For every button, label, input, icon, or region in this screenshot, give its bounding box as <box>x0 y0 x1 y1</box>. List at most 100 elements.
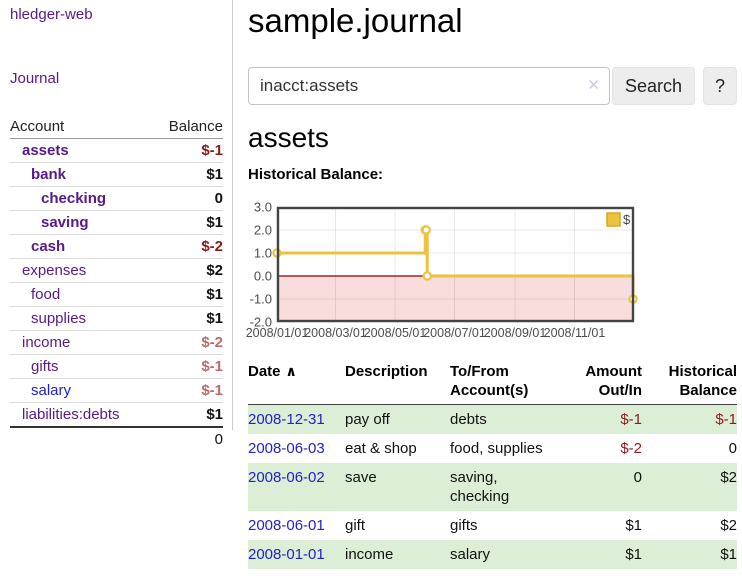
account-link[interactable]: assets <box>22 142 69 159</box>
sort-ascending-icon: ∧ <box>286 363 297 379</box>
account-row: gifts $-1 <box>10 355 223 379</box>
register-amount: $1 <box>575 511 642 540</box>
register-row: 2008-06-03eat & shopfood, supplies$-20 <box>248 434 737 463</box>
register-accounts: debts <box>450 405 575 435</box>
register-column-header: Description <box>345 356 450 405</box>
account-row: assets $-1 <box>10 139 223 163</box>
accounts-header-balance: Balance <box>152 115 223 139</box>
register-accounts: saving, checking <box>450 463 575 511</box>
account-heading: assets <box>248 122 329 154</box>
account-balance: $-1 <box>152 139 223 163</box>
main-content: sample.journal ✕ Search ? assets Histori… <box>248 0 742 582</box>
account-link[interactable]: bank <box>31 166 66 183</box>
register-balance: $1 <box>642 540 737 569</box>
svg-text:2008/07/01: 2008/07/01 <box>423 326 486 340</box>
account-link[interactable]: cash <box>31 238 65 255</box>
accounts-total-balance: 0 <box>152 427 223 451</box>
help-button[interactable]: ? <box>703 67 737 105</box>
account-row: expenses $2 <box>10 259 223 283</box>
svg-text:2008/09/01: 2008/09/01 <box>484 326 547 340</box>
register-date-link[interactable]: 2008-06-03 <box>248 440 325 457</box>
register-accounts: gifts <box>450 511 575 540</box>
svg-text:2008/01/01: 2008/01/01 <box>246 326 309 340</box>
register-column-header: Amount Out/In <box>575 356 642 405</box>
account-balance: $1 <box>152 163 223 187</box>
search-field-wrap: ✕ <box>248 67 610 105</box>
account-link[interactable]: liabilities:debts <box>22 406 120 423</box>
search-input[interactable] <box>248 67 610 105</box>
chart-title: Historical Balance: <box>248 166 383 183</box>
svg-text:1.0: 1.0 <box>254 246 272 261</box>
register-balance: $2 <box>642 511 737 540</box>
account-row: food $1 <box>10 283 223 307</box>
register-date-link[interactable]: 2008-06-01 <box>248 517 325 534</box>
account-balance: $-1 <box>152 379 223 403</box>
register-accounts: food, supplies <box>450 434 575 463</box>
register-description: pay off <box>345 405 450 435</box>
register-date-link[interactable]: 2008-01-01 <box>248 546 325 563</box>
account-link[interactable]: food <box>31 286 60 303</box>
register-row: 2008-06-02 savesaving, checking0$2 <box>248 463 737 511</box>
sidebar: hledger-web Journal Account Balance asse… <box>0 0 233 430</box>
account-row: bank $1 <box>10 163 223 187</box>
account-row: supplies $1 <box>10 307 223 331</box>
legend-swatch <box>607 213 620 226</box>
accounts-header-account: Account <box>10 115 152 139</box>
search-bar: ✕ Search ? <box>248 67 742 105</box>
svg-text:3.0: 3.0 <box>254 200 272 215</box>
account-balance: $-2 <box>152 331 223 355</box>
brand-link[interactable]: hledger-web <box>10 6 222 23</box>
register-amount: $-1 <box>575 405 642 435</box>
svg-text:0.0: 0.0 <box>254 269 272 284</box>
register-row: 2008-12-31pay offdebts$-1$-1 <box>248 405 737 435</box>
account-row: salary $-1 <box>10 379 223 403</box>
register-column-header: To/From Account(s) <box>450 356 575 405</box>
account-balance: $1 <box>152 307 223 331</box>
hledger-web-page: hledger-web Journal Account Balance asse… <box>0 0 742 582</box>
account-link[interactable]: income <box>22 334 70 351</box>
account-link[interactable]: checking <box>41 190 106 207</box>
account-link[interactable]: gifts <box>31 358 59 375</box>
account-link[interactable]: saving <box>41 214 89 231</box>
register-row: 2008-06-01 giftgifts$1$2 <box>248 511 737 540</box>
register-amount: 0 <box>575 463 642 511</box>
register-balance: 0 <box>642 434 737 463</box>
account-link[interactable]: expenses <box>22 262 86 279</box>
register-accounts: salary <box>450 540 575 569</box>
account-balance: 0 <box>152 187 223 211</box>
register-balance: $2 <box>642 463 737 511</box>
account-balance: $2 <box>152 259 223 283</box>
register-column-header[interactable]: Date∧ <box>248 356 345 405</box>
register-amount: $1 <box>575 540 642 569</box>
account-link[interactable]: supplies <box>31 310 86 327</box>
register-date-link[interactable]: 2008-12-31 <box>248 411 325 428</box>
register-description: income <box>345 540 450 569</box>
sidebar-item-journal[interactable]: Journal <box>10 70 222 87</box>
search-button[interactable]: Search <box>612 67 695 105</box>
clear-search-icon[interactable]: ✕ <box>587 77 600 94</box>
register-header-row: Date∧DescriptionTo/From Account(s)Amount… <box>248 356 737 405</box>
svg-text:2008/11/01: 2008/11/01 <box>544 326 606 340</box>
svg-text:-1.0: -1.0 <box>250 292 272 307</box>
register-balance: $-1 <box>642 405 737 435</box>
register-description: save <box>345 463 450 511</box>
account-balance: $1 <box>152 403 223 428</box>
register-amount: $-2 <box>575 434 642 463</box>
register-table: Date∧DescriptionTo/From Account(s)Amount… <box>248 356 737 569</box>
account-balance: $1 <box>152 211 223 235</box>
accounts-header-row: Account Balance <box>10 115 223 139</box>
accounts-total-row: 0 <box>10 427 223 451</box>
account-row: income $-2 <box>10 331 223 355</box>
account-link[interactable]: salary <box>31 382 71 399</box>
historical-balance-chart[interactable]: $3.02.01.00.0-1.0-2.02008/01/012008/03/0… <box>242 199 640 341</box>
register-date-link[interactable]: 2008-06-02 <box>248 469 325 486</box>
accounts-table: Account Balance assets $-1 bank $1 checking 0… <box>10 115 223 451</box>
account-row: cash $-2 <box>10 235 223 259</box>
register-description: gift <box>345 511 450 540</box>
account-balance: $-1 <box>152 355 223 379</box>
svg-text:2008/05/01: 2008/05/01 <box>364 326 427 340</box>
register-column-header: Historical Balance <box>642 356 737 405</box>
account-balance: $1 <box>152 283 223 307</box>
account-balance: $-2 <box>152 235 223 259</box>
account-row: saving $1 <box>10 211 223 235</box>
